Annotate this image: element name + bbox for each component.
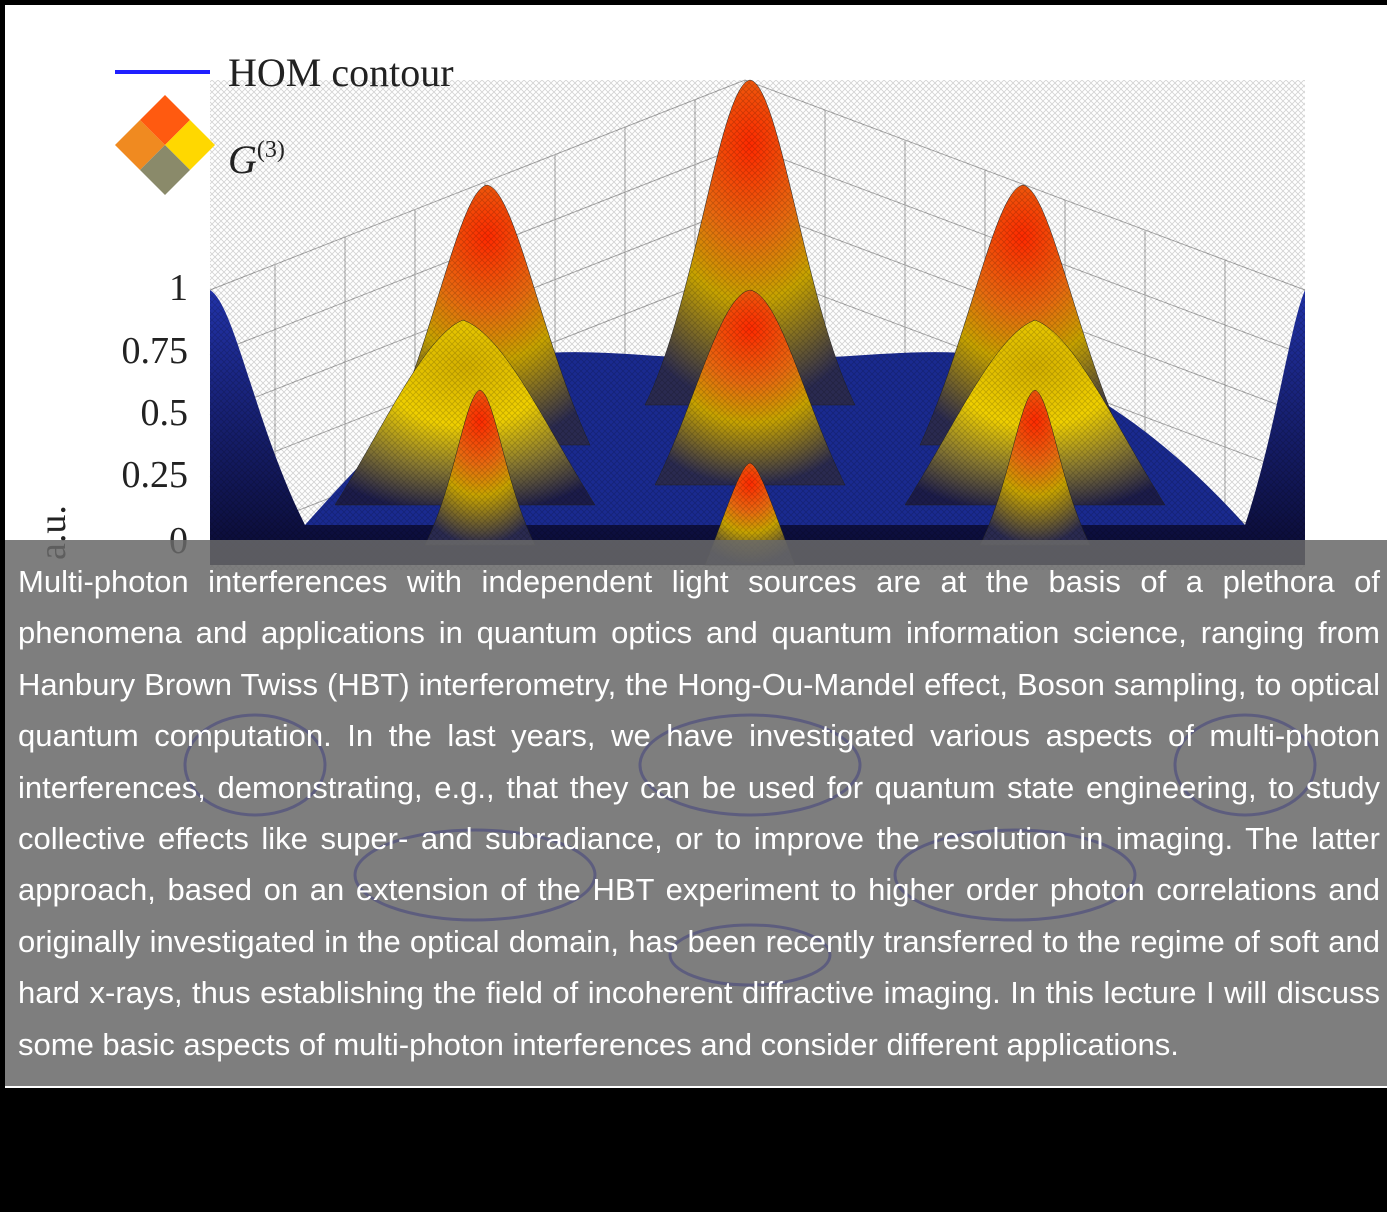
legend-superscript: (3) bbox=[257, 137, 285, 163]
abstract-paragraph: Multi-photon interferences with independ… bbox=[18, 564, 1380, 1062]
legend-icon bbox=[115, 95, 215, 195]
legend-symbol: G bbox=[228, 137, 257, 182]
legend-label: HOM contour bbox=[228, 50, 454, 95]
z-tick-label: 0.75 bbox=[122, 330, 189, 372]
z-tick-label: 0.5 bbox=[141, 392, 189, 434]
z-tick-label: 0.25 bbox=[122, 454, 189, 496]
z-tick-label: 1 bbox=[169, 267, 188, 309]
legend-label: G(3) bbox=[228, 137, 285, 182]
text-backdrop bbox=[5, 540, 1387, 1086]
